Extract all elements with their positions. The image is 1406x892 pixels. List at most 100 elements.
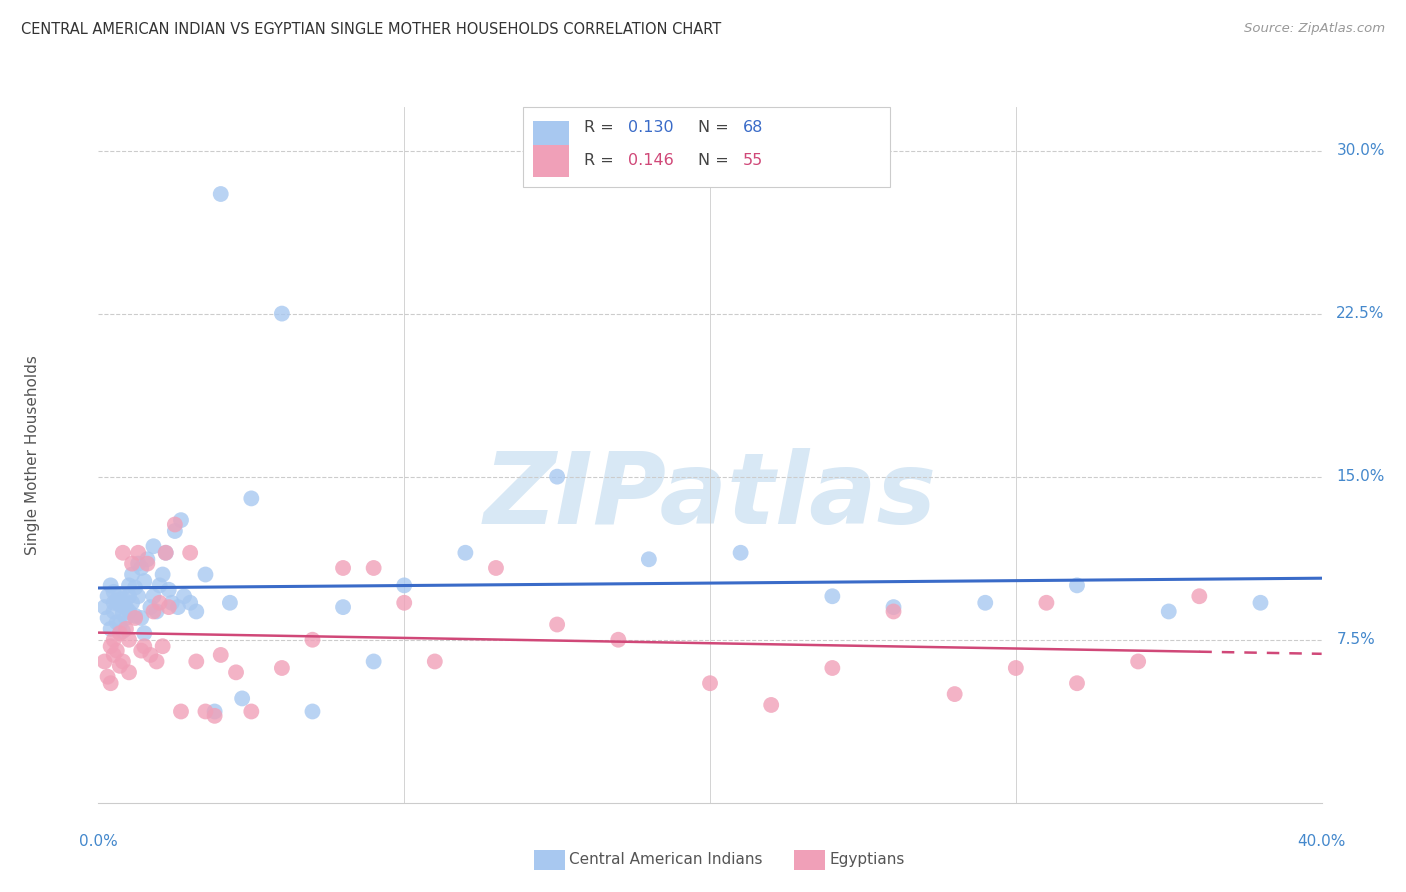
Point	[155, 546, 177, 560]
Point	[111, 624, 134, 638]
Text: R =: R =	[583, 153, 619, 169]
Point	[124, 611, 146, 625]
Point	[270, 307, 292, 321]
Point	[152, 639, 174, 653]
Point	[821, 589, 844, 603]
Point	[121, 567, 143, 582]
Text: 55: 55	[742, 153, 763, 169]
Point	[225, 665, 247, 680]
Point	[821, 661, 844, 675]
Point	[118, 578, 141, 592]
Point	[105, 643, 128, 657]
Point	[301, 705, 323, 719]
Point	[1066, 578, 1088, 592]
Point	[332, 600, 354, 615]
Point	[167, 600, 190, 615]
Point	[97, 589, 120, 603]
Text: 0.146: 0.146	[628, 153, 673, 169]
Point	[485, 561, 508, 575]
Point	[136, 557, 159, 571]
Point	[423, 655, 446, 669]
Point	[1128, 655, 1150, 669]
Point	[392, 596, 416, 610]
Point	[145, 655, 167, 669]
Point	[111, 607, 134, 621]
Point	[974, 596, 997, 610]
Point	[163, 524, 186, 538]
Point	[103, 632, 125, 647]
Point	[1004, 661, 1026, 675]
Point	[93, 600, 115, 615]
Point	[607, 632, 630, 647]
Point	[240, 705, 263, 719]
Point	[1035, 596, 1057, 610]
Point	[186, 605, 208, 619]
Point	[392, 578, 416, 592]
Point	[127, 557, 149, 571]
Point	[170, 705, 193, 719]
Point	[179, 546, 201, 560]
Point	[97, 611, 120, 625]
Point	[111, 546, 134, 560]
Point	[100, 622, 122, 636]
Point	[186, 655, 208, 669]
Point	[139, 600, 162, 615]
Text: CENTRAL AMERICAN INDIAN VS EGYPTIAN SINGLE MOTHER HOUSEHOLDS CORRELATION CHART: CENTRAL AMERICAN INDIAN VS EGYPTIAN SING…	[21, 22, 721, 37]
Text: Egyptians: Egyptians	[830, 853, 905, 867]
Text: 22.5%: 22.5%	[1336, 306, 1385, 321]
Point	[155, 546, 177, 560]
Point	[231, 691, 253, 706]
Point	[105, 615, 128, 630]
Point	[152, 567, 174, 582]
Point	[270, 661, 292, 675]
Point	[454, 546, 477, 560]
Point	[240, 491, 263, 506]
Point	[1157, 605, 1180, 619]
Point	[363, 655, 385, 669]
Point	[759, 698, 782, 712]
Point	[204, 708, 226, 723]
FancyBboxPatch shape	[523, 107, 890, 187]
Text: N =: N =	[697, 153, 734, 169]
Point	[142, 605, 165, 619]
Text: 30.0%: 30.0%	[1336, 143, 1385, 158]
Point	[637, 552, 661, 566]
Point	[118, 589, 141, 603]
Text: 0.0%: 0.0%	[79, 834, 118, 849]
Text: Single Mother Households: Single Mother Households	[25, 355, 39, 555]
Point	[103, 648, 125, 662]
Point	[170, 513, 193, 527]
Point	[157, 582, 180, 597]
Point	[699, 676, 721, 690]
Text: Central American Indians: Central American Indians	[569, 853, 763, 867]
Text: 7.5%: 7.5%	[1336, 632, 1375, 648]
Point	[127, 546, 149, 560]
Point	[179, 596, 201, 610]
FancyBboxPatch shape	[533, 145, 569, 177]
Point	[160, 596, 183, 610]
Point	[115, 611, 138, 625]
Point	[546, 469, 568, 483]
Point	[129, 611, 152, 625]
Point	[209, 186, 232, 201]
Point	[134, 626, 156, 640]
Point	[124, 581, 146, 595]
Point	[204, 705, 226, 719]
Point	[134, 574, 156, 588]
Point	[194, 567, 217, 582]
Point	[1188, 589, 1211, 603]
Point	[97, 670, 120, 684]
Point	[142, 589, 165, 603]
Point	[121, 557, 143, 571]
Point	[108, 658, 131, 673]
Point	[118, 605, 141, 619]
Point	[332, 561, 354, 575]
Point	[115, 600, 138, 615]
Point	[121, 596, 143, 610]
Text: 15.0%: 15.0%	[1336, 469, 1385, 484]
Point	[103, 585, 125, 599]
Point	[103, 596, 125, 610]
Text: Source: ZipAtlas.com: Source: ZipAtlas.com	[1244, 22, 1385, 36]
Point	[108, 598, 131, 612]
FancyBboxPatch shape	[533, 121, 569, 153]
